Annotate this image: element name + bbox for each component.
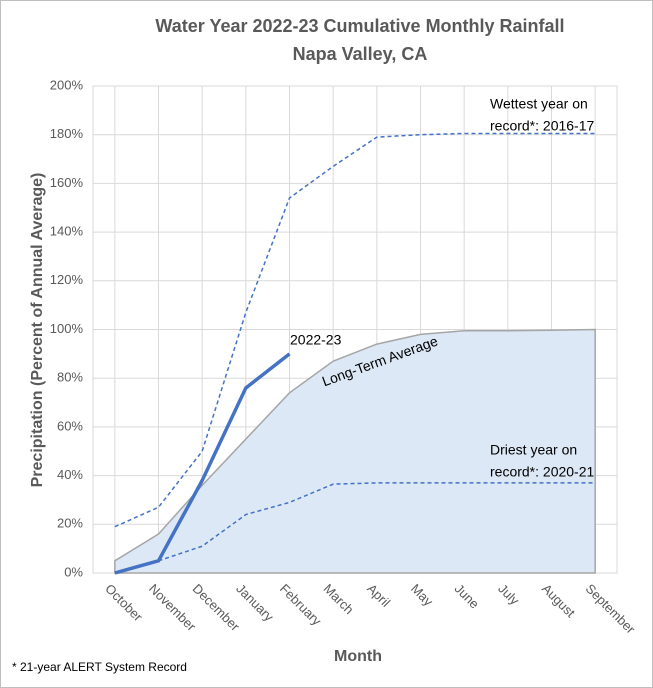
y-tick-label: 200%	[50, 77, 84, 92]
chart-title: Napa Valley, CA	[293, 44, 428, 64]
y-tick-label: 0%	[64, 564, 83, 579]
chart-title: Water Year 2022-23 Cumulative Monthly Ra…	[155, 16, 564, 36]
series-label: record*: 2016-17	[490, 118, 595, 134]
series-label: Wettest year on	[490, 96, 588, 112]
y-tick-label: 20%	[57, 516, 83, 531]
y-tick-label: 160%	[50, 175, 84, 190]
y-tick-label: 140%	[50, 224, 84, 239]
y-tick-label: 100%	[50, 321, 84, 336]
y-tick-label: 180%	[50, 126, 84, 141]
y-axis-title: Precipitation (Percent of Annual Average…	[29, 173, 46, 488]
footnote: * 21-year ALERT System Record	[12, 660, 187, 674]
y-tick-label: 120%	[50, 272, 84, 287]
series-label: Driest year on	[490, 442, 577, 458]
y-tick-label: 60%	[57, 418, 83, 433]
x-axis-title: Month	[334, 648, 382, 665]
series-label: 2022-23	[290, 332, 342, 348]
area-fill	[114, 328, 596, 574]
y-tick-label: 80%	[57, 370, 83, 385]
y-tick-label: 40%	[57, 467, 83, 482]
series-line	[114, 132, 596, 528]
series-label: record*: 2020-21	[490, 464, 595, 480]
series-line	[114, 352, 291, 575]
series-line	[158, 482, 596, 562]
